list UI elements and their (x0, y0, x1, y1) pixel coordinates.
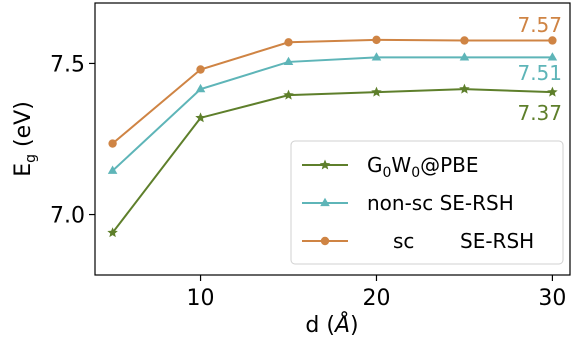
end-label-nonsc: 7.51 (517, 61, 562, 85)
end-label-g0w0: 7.37 (517, 101, 562, 125)
data-point-s0-3 (371, 86, 382, 97)
data-point-s2-5 (548, 36, 557, 45)
axes-layer: 10 20 30 7.0 7.5 (50, 2, 571, 311)
x-axis-label: d (Å) (305, 311, 358, 338)
x-tick-label: 10 (187, 286, 215, 311)
data-point-s1-0 (107, 165, 118, 174)
data-point-s2-3 (372, 35, 381, 45)
x-tick-label: 30 (538, 286, 566, 311)
data-point-s0-4 (459, 83, 470, 94)
series-line-1 (111, 56, 553, 172)
legend: G0W0@PBE non-sc SE-RSH sc SE-RSH (290, 140, 564, 265)
data-point-s2-1 (196, 65, 205, 74)
series-line-0 (111, 88, 553, 234)
y-tick-label: 7.5 (50, 52, 85, 77)
legend-circle-marker (320, 236, 330, 246)
plot-frame (94, 2, 571, 276)
y-tick-label: 7.0 (50, 204, 85, 229)
legend-frame (290, 140, 564, 265)
legend-marker-sc (320, 236, 330, 246)
data-point-s1-1 (195, 83, 206, 93)
y-axis-label: Eg (eV) (11, 101, 39, 177)
legend-text-g0w0: G0W0@PBE (367, 153, 479, 181)
legend-text-nonsc: non-sc SE-RSH (367, 191, 514, 215)
data-point-s1-5 (547, 52, 558, 61)
data-point-s2-4 (460, 36, 469, 45)
series-line-2 (111, 38, 553, 145)
data-point-s2-2 (284, 38, 293, 47)
data-point-s1-3 (371, 52, 382, 61)
data-point-s2-0 (108, 139, 117, 148)
legend-triangle-marker (320, 197, 330, 207)
data-point-s0-2 (283, 89, 294, 100)
data-point-s1-4 (459, 52, 470, 61)
x-tick-label: 20 (362, 286, 390, 311)
data-point-s0-1 (195, 112, 206, 123)
data-point-s0-5 (547, 86, 558, 97)
legend-marker-nonsc (320, 197, 330, 207)
legend-star-marker (319, 159, 331, 170)
data-point-s0-0 (107, 227, 118, 238)
end-label-sc: 7.57 (517, 13, 562, 37)
plot-layer (107, 35, 558, 238)
legend-marker-g0w0 (319, 159, 331, 170)
data-point-s1-2 (283, 56, 294, 66)
legend-text-sc: sc SE-RSH (393, 229, 534, 253)
